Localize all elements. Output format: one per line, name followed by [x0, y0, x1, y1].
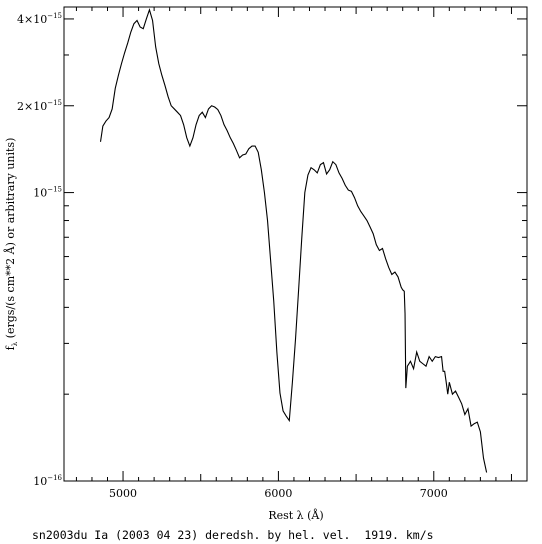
y-axis-label-rest: (ergs/(s cm**2 Å) or arbitrary units)	[3, 138, 17, 342]
y-tick-label: 10−15	[33, 186, 62, 200]
x-tick-label: 6000	[264, 487, 292, 500]
y-tick-labels: 10−16 10−15 2×10−15 4×10−15	[17, 12, 63, 488]
y-axis-label-sub: λ	[11, 341, 19, 346]
x-tick-labels: 5000 6000 7000	[109, 487, 448, 500]
chart-caption: sn2003du Ia (2003 04 23) deredsh. by hel…	[32, 528, 434, 542]
x-tick-label: 7000	[420, 487, 448, 500]
y-tick-label: 2×10−15	[17, 99, 62, 113]
y-axis-label-f: f	[4, 345, 17, 350]
y-tick-label: 10−16	[33, 474, 62, 488]
x-axis-label: Rest λ (Å)	[268, 508, 323, 522]
spectrum-line	[99, 8, 488, 473]
axis-ticks	[64, 7, 528, 482]
plot-frame	[63, 6, 528, 482]
y-axis-label: fλ (ergs/(s cm**2 Å) or arbitrary units)	[3, 138, 19, 351]
y-tick-label: 4×10−15	[17, 12, 62, 26]
x-tick-label: 5000	[109, 487, 137, 500]
